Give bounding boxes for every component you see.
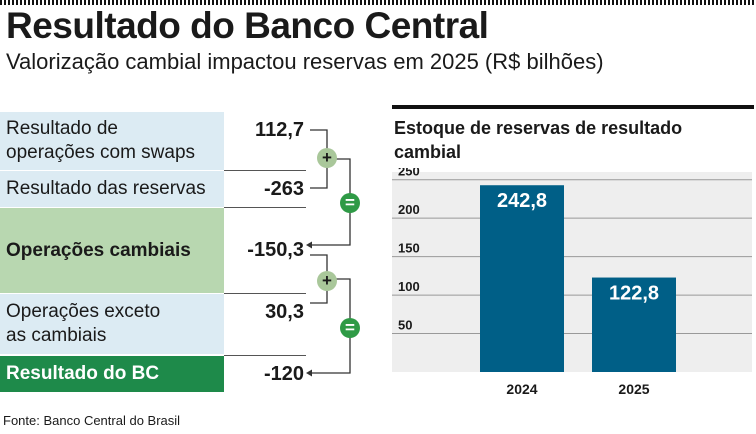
equals-operator-2: = xyxy=(340,318,360,338)
label-exceto: Operações exceto as cambiais xyxy=(6,301,161,346)
row-label-exceto: Operações exceto as cambiais xyxy=(0,294,224,354)
bar xyxy=(480,185,564,372)
row-label-resultado-bc: Resultado do BC xyxy=(0,356,224,392)
data-label: 242,8 xyxy=(497,190,547,212)
label-reservas: Resultado das reservas xyxy=(6,178,206,199)
y-tick-label: 250 xyxy=(398,168,420,179)
divider-3 xyxy=(224,293,306,294)
label-cambiais: Operações cambiais xyxy=(6,239,191,261)
bar-chart: 50 100 150 200 250 242,8 2024 122,8 2025 xyxy=(392,168,752,397)
plus-operator-1: + xyxy=(317,148,337,168)
value-resultado-bc: -120 xyxy=(263,363,304,385)
y-tick-label: 100 xyxy=(398,279,420,294)
x-tick-label: 2024 xyxy=(506,381,537,397)
chart-top-rule xyxy=(392,105,754,109)
data-label: 122,8 xyxy=(609,283,659,305)
page-title: Resultado do Banco Central xyxy=(6,5,489,46)
value-reservas: -263 xyxy=(263,178,304,200)
plot-background xyxy=(392,172,752,372)
source-note: Fonte: Banco Central do Brasil xyxy=(3,413,181,428)
y-tick-label: 200 xyxy=(398,202,420,217)
value-swaps: 112,7 xyxy=(255,119,304,141)
divider-4 xyxy=(224,355,306,356)
equals-operator-1: = xyxy=(340,193,360,213)
arrow-to-resultado xyxy=(306,369,312,377)
divider-2 xyxy=(224,207,306,208)
page-subtitle: Valorização cambial impactou reservas em… xyxy=(6,49,604,74)
row-label-swaps: Resultado de operações com swaps xyxy=(0,112,224,170)
row-label-cambiais: Operações cambiais xyxy=(0,208,224,293)
value-cambiais: -150,3 xyxy=(247,239,304,261)
arrow-to-cambiais xyxy=(306,241,312,249)
chart-title: Estoque de reservas de resultado cambial xyxy=(394,118,683,162)
value-exceto: 30,3 xyxy=(265,301,304,323)
plus-operator-2: + xyxy=(317,271,337,291)
label-resultado-bc: Resultado do BC xyxy=(6,363,160,384)
bar xyxy=(592,277,676,372)
divider-1 xyxy=(224,170,306,171)
x-tick-label: 2025 xyxy=(618,381,649,397)
label-swaps: Resultado de operações com swaps xyxy=(6,118,196,163)
row-label-reservas: Resultado das reservas xyxy=(0,171,224,207)
y-tick-label: 50 xyxy=(398,318,412,333)
top-rule xyxy=(0,0,756,5)
y-tick-label: 150 xyxy=(398,241,420,256)
